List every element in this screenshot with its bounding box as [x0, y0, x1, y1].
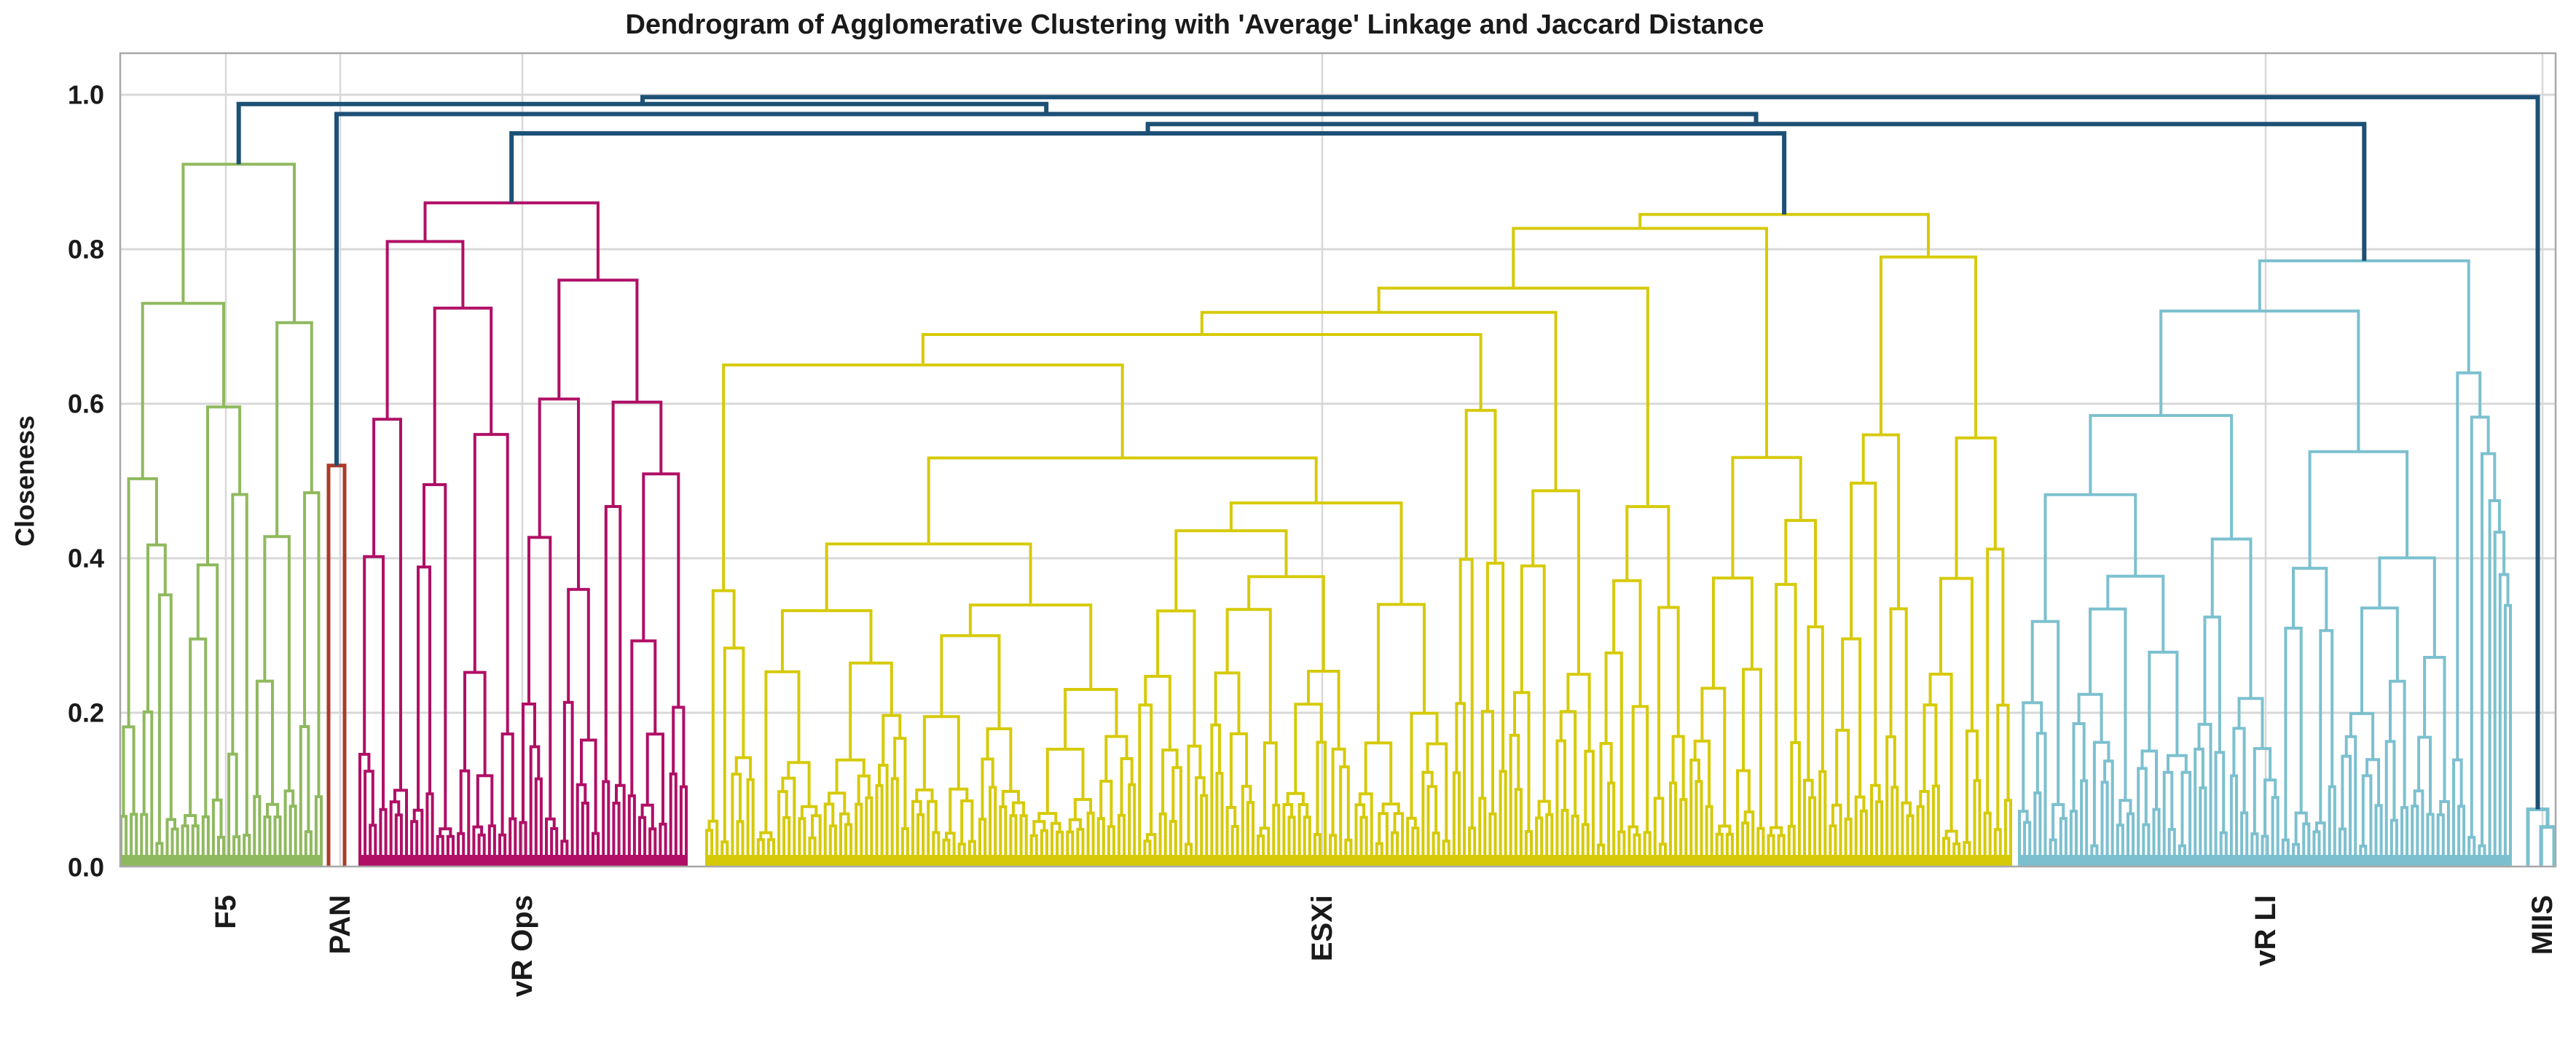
cluster-subtree	[326, 464, 347, 867]
merge-link	[640, 95, 2540, 810]
cluster-subtree	[2526, 807, 2556, 867]
cluster-subtree	[119, 163, 323, 867]
cluster-links	[119, 163, 2556, 867]
cluster-label: MIIS	[2526, 895, 2559, 955]
cluster-subtree	[2018, 259, 2512, 867]
cluster-label: vR LI	[2250, 895, 2282, 966]
plot-border	[119, 52, 2557, 868]
merge-link	[509, 131, 1787, 215]
y-tick-label: 0.2	[68, 698, 104, 728]
cluster-band	[358, 855, 688, 866]
cluster-label: vR Ops	[506, 895, 538, 997]
gridlines	[120, 53, 2556, 867]
y-tick-label: 0.8	[68, 235, 104, 265]
y-tick-label: 0.4	[68, 544, 104, 574]
axes-spines	[119, 52, 2557, 868]
x-cluster-labels: F5 PAN vR Ops ESXi vR LI MIIS	[210, 895, 2559, 997]
merge-link	[1145, 122, 2367, 261]
y-tick-label: 0.6	[68, 389, 104, 419]
y-axis-label: Closeness	[10, 415, 40, 547]
cluster-subtree	[358, 201, 688, 867]
merge-link	[334, 112, 1759, 466]
cluster-band	[119, 855, 323, 866]
y-tick-label: 0.0	[68, 853, 104, 883]
cluster-label: F5	[210, 895, 242, 929]
chart-title: Dendrogram of Agglomerative Clustering w…	[625, 9, 1764, 40]
cluster-label: PAN	[324, 895, 356, 954]
top-level-links	[236, 95, 2540, 810]
cluster-subtree	[705, 213, 2012, 867]
cluster-band	[2018, 855, 2512, 866]
y-tick-labels: 0.0 0.2 0.4 0.6 0.8 1.0	[68, 80, 104, 883]
cluster-label: ESXi	[1306, 895, 1338, 961]
y-tick-label: 1.0	[68, 80, 104, 110]
